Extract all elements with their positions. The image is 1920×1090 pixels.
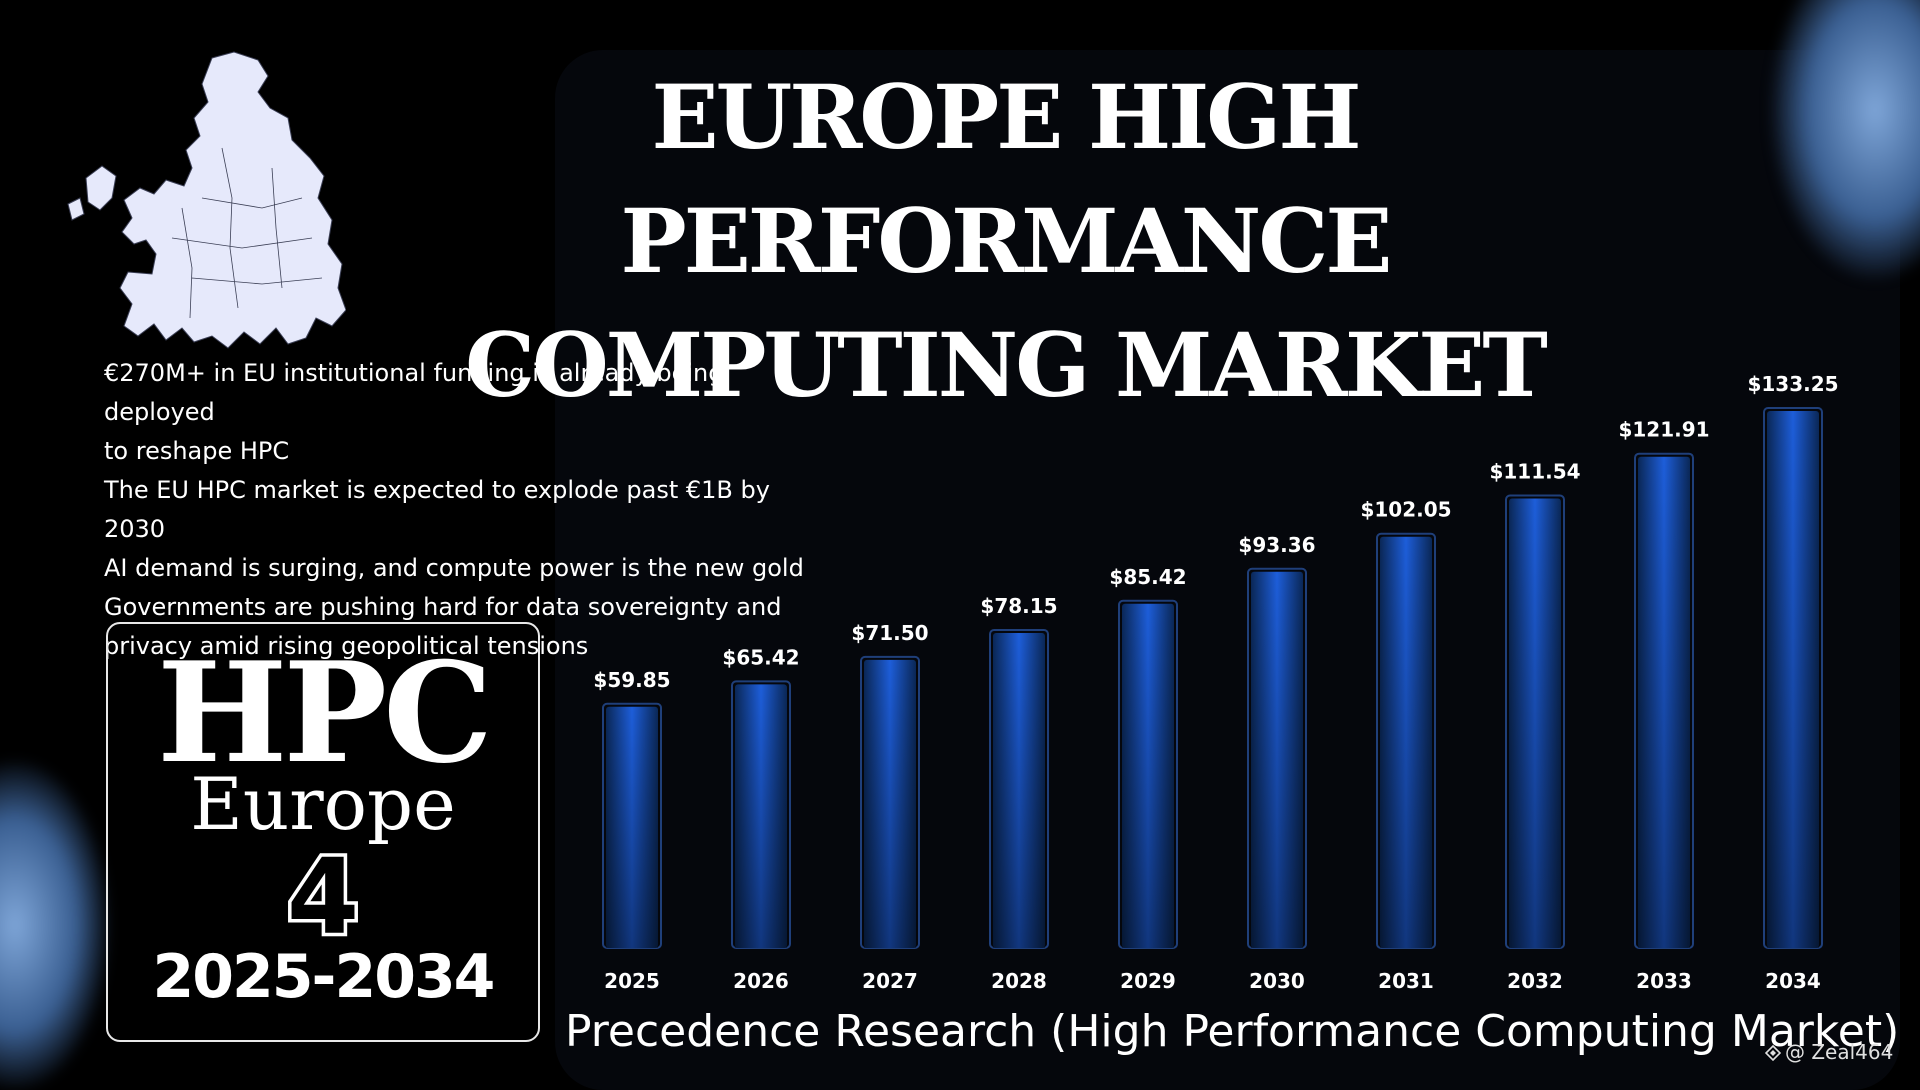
bar-shade xyxy=(1767,411,1819,948)
europe-map-icon xyxy=(67,51,346,349)
data-label: $102.05 xyxy=(1360,498,1451,522)
bar-shade xyxy=(735,684,787,948)
x-tick-label: 2027 xyxy=(862,969,918,993)
bar-shade xyxy=(1380,536,1432,948)
key-point: to reshape HPC xyxy=(104,437,290,465)
x-tick-label: 2029 xyxy=(1120,969,1176,993)
x-tick-label: 2033 xyxy=(1636,969,1692,993)
bar-shade xyxy=(606,706,658,948)
page-title: EUROPE HIGH PERFORMANCE COMPUTING MARKET xyxy=(290,55,1720,427)
data-label: $121.91 xyxy=(1618,418,1709,442)
badge-main: HPC xyxy=(157,631,493,794)
bar-shade xyxy=(993,633,1045,948)
data-label: $65.42 xyxy=(722,645,799,669)
bar-shade xyxy=(1122,603,1174,948)
glow-bottom-left xyxy=(0,760,110,1090)
bar-shade xyxy=(1251,571,1303,948)
x-tick-label: 2034 xyxy=(1765,969,1821,993)
data-label: $59.85 xyxy=(593,668,670,692)
data-label: $71.50 xyxy=(851,621,928,645)
bar-shade xyxy=(864,659,916,948)
watermark: @ Zeal464 xyxy=(1765,1038,1893,1066)
x-tick-label: 2026 xyxy=(733,969,789,993)
x-tick-label: 2030 xyxy=(1249,969,1305,993)
x-tick-label: 2032 xyxy=(1507,969,1563,993)
bar-shade xyxy=(1509,498,1561,948)
key-point: Governments are pushing hard for data so… xyxy=(104,593,782,621)
badge-region: Europe xyxy=(190,762,456,846)
badge-number: 4 xyxy=(283,836,362,958)
title-line-1: EUROPE HIGH PERFORMANCE xyxy=(620,65,1393,293)
data-label: $85.42 xyxy=(1109,565,1186,589)
data-label: $93.36 xyxy=(1238,533,1315,557)
x-tick-label: 2031 xyxy=(1378,969,1434,993)
source-credit: Precedence Research (High Performance Co… xyxy=(565,1006,1900,1057)
key-point: €270M+ in EU institutional funding is al… xyxy=(104,359,724,426)
key-point: The EU HPC market is expected to explode… xyxy=(104,476,770,543)
badge-years: 2025-2034 xyxy=(152,942,496,1012)
key-point: privacy amid rising geopolitical tension… xyxy=(104,632,589,660)
hpc-badge: HPC Europe 4 2025-2034 xyxy=(106,622,540,1042)
key-points: €270M+ in EU institutional funding is al… xyxy=(104,354,824,666)
watermark-diamond-icon xyxy=(1765,1045,1781,1061)
watermark-text: @ Zeal464 xyxy=(1785,1040,1894,1064)
x-tick-label: 2028 xyxy=(991,969,1047,993)
data-label: $133.25 xyxy=(1747,372,1838,396)
bar-chart: $59.85 2025 $65.42 2026 $71.50 2027 $78.15 2028… xyxy=(593,372,1838,993)
bar-shade xyxy=(1638,456,1690,948)
data-label: $111.54 xyxy=(1489,459,1580,483)
key-point: AI demand is surging, and compute power … xyxy=(104,554,804,582)
title-line-2: COMPUTING MARKET xyxy=(465,313,1548,417)
data-label: $78.15 xyxy=(980,594,1057,618)
x-tick-label: 2025 xyxy=(604,969,660,993)
